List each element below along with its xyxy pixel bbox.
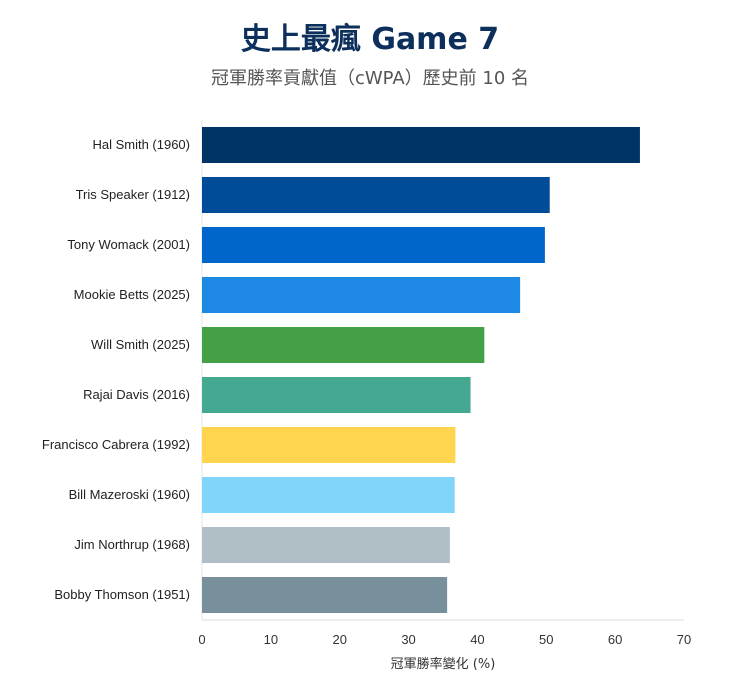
bar	[202, 577, 448, 613]
category-label: Jim Northrup (1968)	[74, 537, 190, 552]
bar	[202, 327, 485, 363]
bar	[202, 177, 550, 213]
bar	[202, 377, 471, 413]
bar	[202, 227, 545, 263]
chart-title: 史上最瘋 Game 7	[240, 22, 500, 57]
x-tick-label: 30	[401, 632, 415, 647]
category-label: Francisco Cabrera (1992)	[42, 437, 190, 452]
category-label: Bobby Thomson (1951)	[54, 587, 190, 602]
x-tick-label: 70	[677, 632, 691, 647]
category-label: Mookie Betts (2025)	[74, 287, 190, 302]
bar	[202, 427, 456, 463]
bar	[202, 127, 640, 163]
chart-subtitle: 冠軍勝率貢獻值（cWPA）歷史前 10 名	[210, 68, 530, 89]
bar	[202, 277, 521, 313]
category-label: Bill Mazeroski (1960)	[69, 487, 190, 502]
bar	[202, 477, 455, 513]
category-label: Rajai Davis (2016)	[83, 387, 190, 402]
category-label: Tony Womack (2001)	[67, 237, 190, 252]
category-label: Hal Smith (1960)	[92, 137, 190, 152]
category-label: Tris Speaker (1912)	[76, 187, 190, 202]
x-tick-label: 10	[264, 632, 278, 647]
x-tick-label: 60	[608, 632, 622, 647]
x-axis-label: 冠軍勝率變化 (%)	[391, 656, 496, 672]
bar	[202, 527, 450, 563]
x-tick-label: 0	[198, 632, 205, 647]
x-tick-label: 40	[470, 632, 484, 647]
x-tick-label: 20	[332, 632, 346, 647]
x-tick-label: 50	[539, 632, 553, 647]
category-label: Will Smith (2025)	[91, 337, 190, 352]
